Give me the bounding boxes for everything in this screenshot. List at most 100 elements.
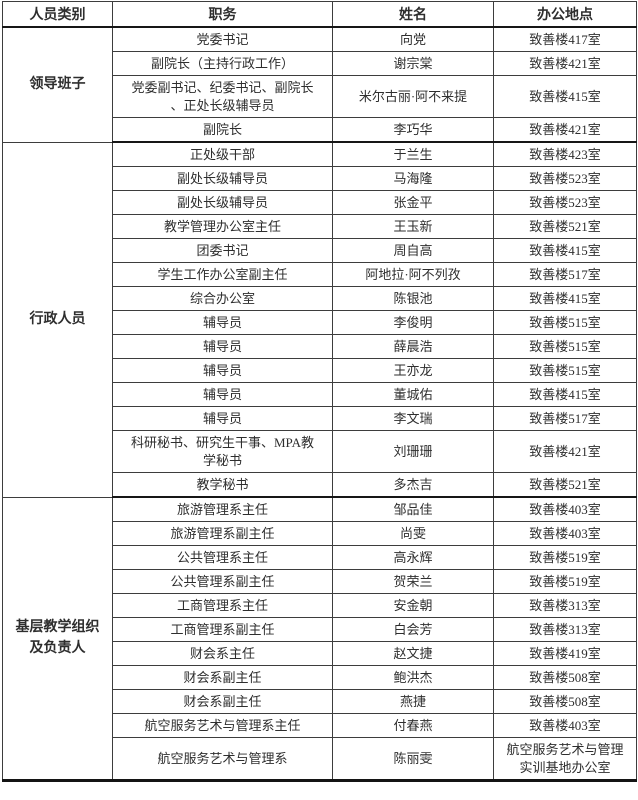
- position-cell: 财会系副主任: [112, 665, 333, 690]
- office-cell: 致善楼517室: [493, 406, 637, 431]
- position-cell: 财会系主任: [112, 641, 333, 666]
- table-row: 副院长（主持行政工作） 谢宗棠 致善楼421室: [3, 51, 637, 76]
- position-cell: 辅导员: [112, 310, 333, 335]
- name-cell: 张金平: [332, 190, 494, 215]
- name-cell: 鲍洪杰: [332, 665, 494, 690]
- name-cell: 王玉新: [332, 214, 494, 239]
- table-row: 副院长 李巧华 致善楼421室: [3, 117, 637, 143]
- office-cell: 致善楼519室: [493, 545, 637, 570]
- table-row: 旅游管理系副主任 尚雯 致善楼403室: [3, 521, 637, 546]
- table-row: 行政人员 正处级干部 于兰生 致善楼423室: [2, 141, 637, 498]
- office-cell: 致善楼421室: [493, 51, 637, 76]
- position-cell: 教学管理办公室主任: [112, 214, 333, 239]
- office-cell: 致善楼313室: [493, 617, 637, 642]
- name-cell: 薛晨浩: [332, 334, 494, 359]
- office-cell: 致善楼519室: [493, 569, 637, 594]
- name-cell: 李文瑞: [332, 406, 494, 431]
- column-header-category: 人员类别: [2, 1, 113, 28]
- table-row: 财会系副主任 燕捷 致善楼508室: [3, 689, 637, 714]
- position-cell: 副院长（主持行政工作）: [112, 51, 333, 76]
- category-cell: 领导班子: [2, 26, 113, 143]
- office-cell: 致善楼415室: [493, 75, 637, 118]
- office-cell: 致善楼419室: [493, 641, 637, 666]
- position-cell: 辅导员: [112, 382, 333, 407]
- table-row: 基层教学组织 及负责人 旅游管理系主任 邹品佳 致善楼403室: [2, 496, 637, 781]
- position-cell: 党委副书记、纪委书记、副院长 、正处长级辅导员: [112, 75, 333, 118]
- office-cell: 致善楼523室: [493, 166, 637, 191]
- table-row: 辅导员 李文瑞 致善楼517室: [3, 406, 637, 431]
- office-cell: 致善楼515室: [493, 310, 637, 335]
- table-row: 公共管理系副主任 贺荣兰 致善楼519室: [3, 569, 637, 594]
- name-cell: 刘珊珊: [332, 430, 494, 473]
- name-cell: 付春燕: [332, 713, 494, 738]
- position-cell: 副处长级辅导员: [112, 190, 333, 215]
- office-cell: 致善楼523室: [493, 190, 637, 215]
- position-cell: 财会系副主任: [112, 689, 333, 714]
- name-cell: 王亦龙: [332, 358, 494, 383]
- table-row: 教学秘书 多杰吉 致善楼521室: [3, 472, 637, 498]
- office-cell: 致善楼417室: [493, 26, 637, 52]
- office-cell: 致善楼517室: [493, 262, 637, 287]
- table-row: 辅导员 薛晨浩 致善楼515室: [3, 334, 637, 359]
- header-row: 人员类别 职务 姓名 办公地点: [2, 1, 637, 28]
- name-cell: 多杰吉: [332, 472, 494, 498]
- office-cell: 致善楼415室: [493, 382, 637, 407]
- office-cell: 致善楼421室: [493, 430, 637, 473]
- name-cell: 董城佑: [332, 382, 494, 407]
- office-cell: 致善楼415室: [493, 238, 637, 263]
- name-cell: 李巧华: [332, 117, 494, 143]
- position-cell: 旅游管理系副主任: [112, 521, 333, 546]
- position-cell: 副处长级辅导员: [112, 166, 333, 191]
- position-cell: 旅游管理系主任: [112, 496, 333, 522]
- position-cell: 综合办公室: [112, 286, 333, 311]
- position-cell: 教学秘书: [112, 472, 333, 498]
- position-cell: 辅导员: [112, 406, 333, 431]
- name-cell: 燕捷: [332, 689, 494, 714]
- table-row: 工商管理系主任 安金朝 致善楼313室: [3, 593, 637, 618]
- table-row: 教学管理办公室主任 王玉新 致善楼521室: [3, 214, 637, 239]
- name-cell: 于兰生: [332, 141, 494, 167]
- office-cell: 致善楼403室: [493, 713, 637, 738]
- personnel-table: 人员类别 职务 姓名 办公地点 领导班子 党委书记 向党 致善楼417室 副院长…: [2, 1, 637, 782]
- name-cell: 安金朝: [332, 593, 494, 618]
- column-header-name: 姓名: [332, 1, 494, 28]
- office-cell: 致善楼423室: [493, 141, 637, 167]
- position-cell: 副院长: [112, 117, 333, 143]
- name-cell: 高永辉: [332, 545, 494, 570]
- position-cell: 工商管理系主任: [112, 593, 333, 618]
- position-cell: 辅导员: [112, 358, 333, 383]
- name-cell: 邹品佳: [332, 496, 494, 522]
- name-cell: 陈银池: [332, 286, 494, 311]
- position-cell: 正处级干部: [112, 141, 333, 167]
- position-cell: 党委书记: [112, 26, 333, 52]
- column-header-position: 职务: [112, 1, 333, 28]
- position-cell: 航空服务艺术与管理系: [112, 737, 333, 782]
- office-cell: 致善楼521室: [493, 214, 637, 239]
- table-row: 工商管理系副主任 白会芳 致善楼313室: [3, 617, 637, 642]
- table-row: 副处长级辅导员 马海隆 致善楼523室: [3, 166, 637, 191]
- name-cell: 阿地拉·阿不列孜: [332, 262, 494, 287]
- position-cell: 团委书记: [112, 238, 333, 263]
- name-cell: 尚雯: [332, 521, 494, 546]
- table-row: 航空服务艺术与管理系主任 付春燕 致善楼403室: [3, 713, 637, 738]
- column-header-office: 办公地点: [493, 1, 637, 28]
- position-cell: 航空服务艺术与管理系主任: [112, 713, 333, 738]
- office-cell: 致善楼421室: [493, 117, 637, 143]
- office-cell: 致善楼403室: [493, 521, 637, 546]
- office-cell: 致善楼508室: [493, 665, 637, 690]
- category-cell: 行政人员: [2, 141, 113, 498]
- name-cell: 谢宗棠: [332, 51, 494, 76]
- office-cell: 致善楼521室: [493, 472, 637, 498]
- table-row: 辅导员 王亦龙 致善楼515室: [3, 358, 637, 383]
- table-row: 综合办公室 陈银池 致善楼415室: [3, 286, 637, 311]
- position-cell: 学生工作办公室副主任: [112, 262, 333, 287]
- office-cell: 航空服务艺术与管理 实训基地办公室: [493, 737, 637, 782]
- position-cell: 辅导员: [112, 334, 333, 359]
- office-cell: 致善楼508室: [493, 689, 637, 714]
- office-cell: 致善楼313室: [493, 593, 637, 618]
- office-cell: 致善楼403室: [493, 496, 637, 522]
- position-cell: 科研秘书、研究生干事、MPA教 学秘书: [112, 430, 333, 473]
- name-cell: 赵文捷: [332, 641, 494, 666]
- office-cell: 致善楼415室: [493, 286, 637, 311]
